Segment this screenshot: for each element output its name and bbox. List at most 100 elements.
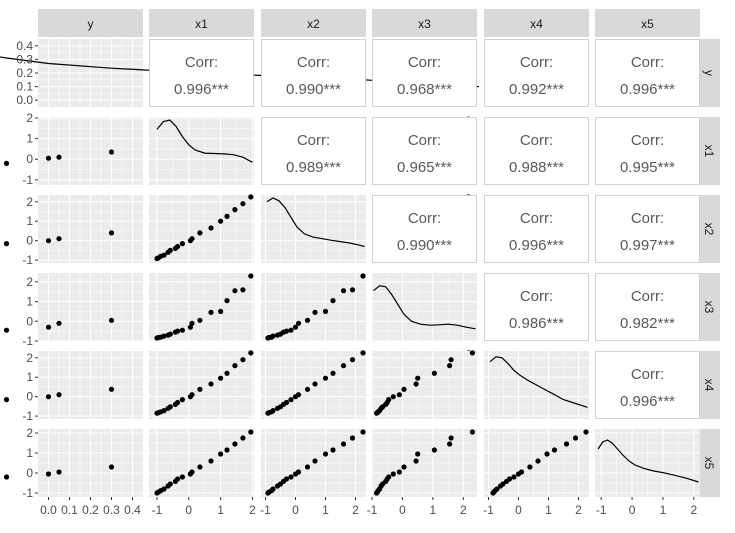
data-point: [45, 238, 52, 244]
corr-panel-x3-x5: [595, 273, 700, 341]
data-point: [295, 469, 302, 475]
corr-panel-x4-x5: [595, 351, 700, 419]
data-point: [506, 476, 513, 482]
data-point: [175, 476, 181, 482]
data-point: [295, 392, 302, 398]
corr-label: Corr:: [408, 210, 441, 227]
corr-panel-y-x4: [484, 39, 589, 107]
y-tick-label: 0.3: [16, 52, 33, 66]
data-point: [167, 331, 173, 337]
data-point: [340, 363, 347, 369]
corr-value: 0.990***: [286, 81, 341, 98]
data-point: [511, 474, 517, 480]
x-tick-label: 0.2: [82, 503, 99, 517]
corr-value: 0.996***: [620, 393, 675, 410]
corr-label: Corr:: [297, 132, 330, 149]
data-point: [179, 474, 185, 480]
panel-x2-x2: [261, 195, 366, 263]
data-point: [218, 451, 224, 457]
data-point: [330, 298, 336, 304]
row-strip-label-x3: x3: [702, 301, 716, 314]
x-tick-label: 2: [352, 503, 359, 517]
data-point: [295, 320, 302, 326]
data-point: [396, 392, 402, 398]
row-strip-x3: [698, 273, 720, 341]
data-point: [494, 486, 500, 492]
x-tick-label: 1: [545, 503, 552, 517]
data-point: [469, 429, 475, 435]
data-point: [179, 241, 185, 247]
data-point: [108, 464, 115, 470]
row-strip-label-x1: x1: [702, 145, 716, 158]
data-point: [360, 350, 366, 356]
corr-label: Corr:: [631, 54, 664, 71]
column-strip-label-x5: x5: [641, 17, 654, 31]
corr-panel-y-x2: [261, 39, 366, 107]
column-strip-x5: [595, 9, 700, 37]
data-point: [161, 252, 167, 258]
corr-value: 0.986***: [509, 315, 564, 332]
corr-value: 0.997***: [620, 237, 675, 254]
data-point: [45, 471, 52, 477]
data-point: [248, 429, 254, 435]
data-point: [304, 317, 311, 323]
data-point: [208, 458, 214, 464]
data-point: [218, 308, 224, 314]
corr-label: Corr:: [520, 210, 553, 227]
data-point: [283, 476, 290, 482]
y-tick-label: 0.2: [16, 66, 33, 80]
corr-panel-x1-x2: [261, 117, 366, 185]
data-point: [224, 447, 230, 453]
x-tick-label: 0.0: [40, 503, 57, 517]
data-point: [270, 333, 276, 339]
y-tick-label: 0.0: [16, 93, 33, 107]
data-point: [527, 464, 533, 470]
data-point: [197, 230, 203, 236]
panel-x3-x1: [149, 273, 254, 341]
data-point: [232, 207, 238, 213]
data-point: [401, 386, 407, 392]
data-point: [330, 447, 336, 453]
data-point: [544, 451, 550, 457]
data-point: [248, 350, 254, 356]
panel-x1-x1: [149, 117, 254, 185]
x-tick-label: 0: [399, 503, 406, 517]
y-tick-label: 0: [26, 466, 33, 480]
data-point: [175, 399, 181, 406]
data-point: [189, 469, 195, 475]
data-point: [322, 308, 329, 314]
data-point: [179, 397, 185, 403]
data-point: [292, 324, 299, 330]
data-point: [187, 324, 193, 330]
data-point: [232, 363, 238, 369]
data-point: [45, 155, 52, 161]
density-line-x2: [266, 197, 365, 248]
data-point: [189, 236, 195, 242]
corr-label: Corr:: [520, 288, 553, 305]
corr-label: Corr:: [408, 132, 441, 149]
y-tick-label: 0.4: [16, 39, 33, 53]
data-point: [312, 458, 318, 464]
density-line-x1: [156, 119, 253, 163]
data-point: [56, 154, 62, 160]
row-strip-label-x2: x2: [702, 223, 716, 236]
x-tick-label: 2: [460, 503, 467, 517]
data-point: [161, 333, 167, 339]
data-point: [415, 451, 421, 457]
column-strip-label-y: y: [88, 17, 94, 31]
data-point: [108, 317, 115, 323]
x-tick-label: -1: [260, 503, 271, 517]
y-tick-label: 1: [26, 370, 33, 384]
data-point: [108, 149, 115, 155]
x-tick-label: 1: [217, 503, 224, 517]
corr-value: 0.982***: [620, 315, 675, 332]
x-tick-label: 2: [575, 503, 582, 517]
y-tick-label: 0: [26, 152, 33, 166]
y-tick-label: 1: [26, 295, 33, 309]
data-point: [175, 243, 181, 250]
data-point: [390, 471, 396, 477]
x-tick-label: 0: [185, 503, 192, 517]
corr-value: 0.965***: [397, 159, 452, 176]
corr-panel-x1-x4: [484, 117, 589, 185]
